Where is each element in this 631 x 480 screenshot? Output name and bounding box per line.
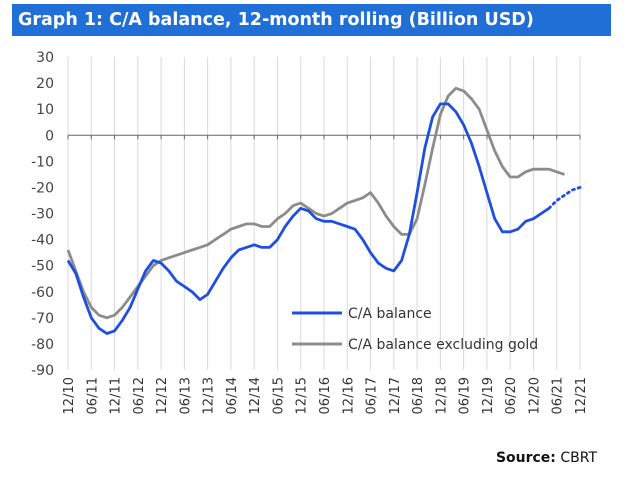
- series-line-ca-balance: [66, 102, 550, 335]
- x-tick-label: 12/14: [248, 377, 263, 414]
- x-tick-label: 12/15: [295, 377, 310, 414]
- x-tick-label: 12/20: [527, 377, 542, 414]
- y-tick-label: -60: [31, 285, 54, 301]
- y-tick-label: -40: [31, 233, 54, 249]
- y-tick-label: -20: [31, 180, 54, 196]
- axes: [67, 134, 581, 140]
- x-tick-label: 06/12: [132, 377, 147, 414]
- x-tick-label: 06/13: [178, 377, 193, 414]
- x-tick-label: 06/14: [225, 377, 240, 414]
- series-lines: [66, 86, 582, 335]
- x-tick-label: 06/11: [85, 377, 100, 414]
- legend: C/A balance C/A balance excluding gold: [292, 306, 538, 353]
- legend-label-ca-excl-gold: C/A balance excluding gold: [348, 337, 538, 353]
- series-line-ca-excl-gold: [66, 86, 565, 320]
- x-tick-label: 06/15: [271, 377, 286, 414]
- y-tick-label: 10: [36, 102, 54, 118]
- y-tick-label: 20: [36, 76, 54, 92]
- x-axis-ticks: 12/10 06/11 12/11 06/12 12/12 06/13 12/13 06/14…: [62, 377, 589, 414]
- x-tick-label: 06/21: [551, 377, 566, 414]
- x-tick-label: 12/21: [574, 377, 589, 414]
- y-tick-label: 30: [36, 50, 54, 66]
- x-tick-label: 12/18: [434, 377, 449, 414]
- source-note: Source: CBRT: [496, 450, 597, 466]
- y-tick-label: -70: [31, 311, 54, 327]
- legend-label-ca-balance: C/A balance: [348, 306, 432, 322]
- source-value: CBRT: [560, 450, 597, 466]
- chart-title: Graph 1: C/A balance, 12-month rolling (…: [12, 4, 611, 36]
- y-tick-label: -10: [31, 154, 54, 170]
- x-tick-label: 06/19: [458, 377, 473, 414]
- y-tick-label: -50: [31, 259, 54, 275]
- x-tick-label: 06/16: [318, 377, 333, 414]
- y-tick-label: 0: [45, 128, 54, 144]
- y-tick-label: -30: [31, 207, 54, 223]
- y-tick-label: -80: [31, 337, 54, 353]
- x-tick-label: 12/17: [388, 377, 403, 414]
- x-tick-label: 12/12: [155, 377, 170, 414]
- source-label: Source:: [495, 450, 556, 466]
- grid-lines: [67, 57, 581, 370]
- y-axis-ticks: 30 20 10 0 -10 -20 -30 -40 -50 -60 -70 -80 -90: [31, 50, 54, 379]
- x-tick-label: 12/13: [202, 377, 217, 414]
- x-tick-label: 12/16: [341, 377, 356, 414]
- x-tick-label: 06/17: [365, 377, 380, 414]
- x-tick-label: 12/11: [109, 377, 124, 414]
- x-tick-label: 06/18: [411, 377, 426, 414]
- x-tick-label: 12/19: [481, 377, 496, 414]
- x-tick-label: 06/20: [504, 377, 519, 414]
- series-line-ca-balance-projection: [547, 186, 582, 210]
- y-tick-label: -90: [31, 363, 54, 379]
- x-tick-label: 12/10: [62, 377, 77, 414]
